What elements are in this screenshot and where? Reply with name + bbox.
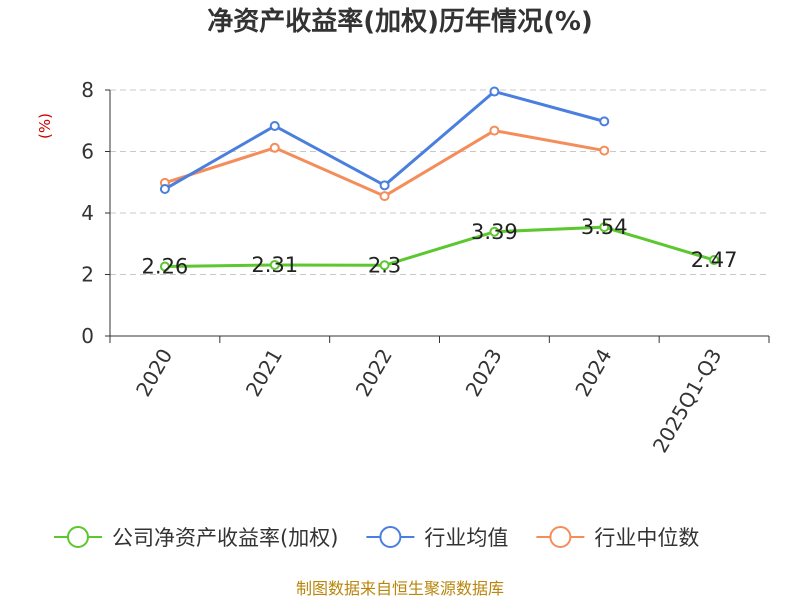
legend-swatch-marker [549, 526, 572, 548]
x-tick-label: 2025Q1-Q3 [648, 345, 727, 457]
data-point [159, 261, 170, 272]
y-tick-label: 0 [81, 324, 94, 348]
data-point [379, 191, 390, 202]
data-label: 2.26 [142, 255, 189, 279]
x-tick-label: 2020 [131, 345, 177, 401]
data-point [489, 125, 500, 136]
data-label: 3.39 [471, 220, 518, 244]
data-point [159, 184, 170, 195]
data-point [489, 226, 500, 237]
series-line [164, 90, 605, 191]
x-tick-label: 2024 [570, 345, 616, 401]
y-tick-label: 4 [81, 201, 94, 225]
data-point [709, 255, 720, 266]
x-tick-label: 2023 [461, 344, 507, 400]
y-tick-label: 6 [81, 140, 94, 164]
x-tick-label: 2022 [351, 345, 397, 401]
source-note: 制图数据来自恒生聚源数据库 [296, 579, 504, 598]
series-line [164, 225, 715, 269]
legend-label: 公司净资产收益率(加权) [112, 526, 338, 550]
data-labels: 2.26 2.31 2.3 3.39 3.54 2.47 [142, 215, 738, 278]
data-point [379, 260, 390, 271]
y-tick-label: 2 [81, 263, 94, 287]
chart-title: 净资产收益率(加权)历年情况(%) [207, 6, 593, 37]
data-label: 3.54 [581, 215, 628, 239]
x-tick-label: 2021 [241, 345, 287, 401]
data-point [379, 180, 390, 191]
legend: 公司净资产收益率(加权) 行业均值 行业中位数 [54, 526, 699, 550]
data-point [269, 120, 280, 131]
data-label: 2.47 [691, 248, 738, 272]
data-point [269, 259, 280, 270]
data-point [489, 86, 500, 97]
data-point [269, 142, 280, 153]
legend-swatch-marker [379, 526, 402, 548]
data-label: 2.3 [368, 253, 401, 277]
y-tick-label: 8 [81, 78, 94, 102]
legend-label: 行业中位数 [594, 526, 699, 550]
legend-label: 行业均值 [424, 526, 508, 550]
y-axis-unit-label: (%) [36, 113, 54, 139]
legend-swatch-marker [67, 526, 89, 548]
series-lines [159, 86, 720, 272]
data-point [599, 222, 610, 233]
data-point [599, 145, 610, 156]
data-point [599, 116, 610, 127]
data-label: 2.31 [251, 253, 298, 277]
